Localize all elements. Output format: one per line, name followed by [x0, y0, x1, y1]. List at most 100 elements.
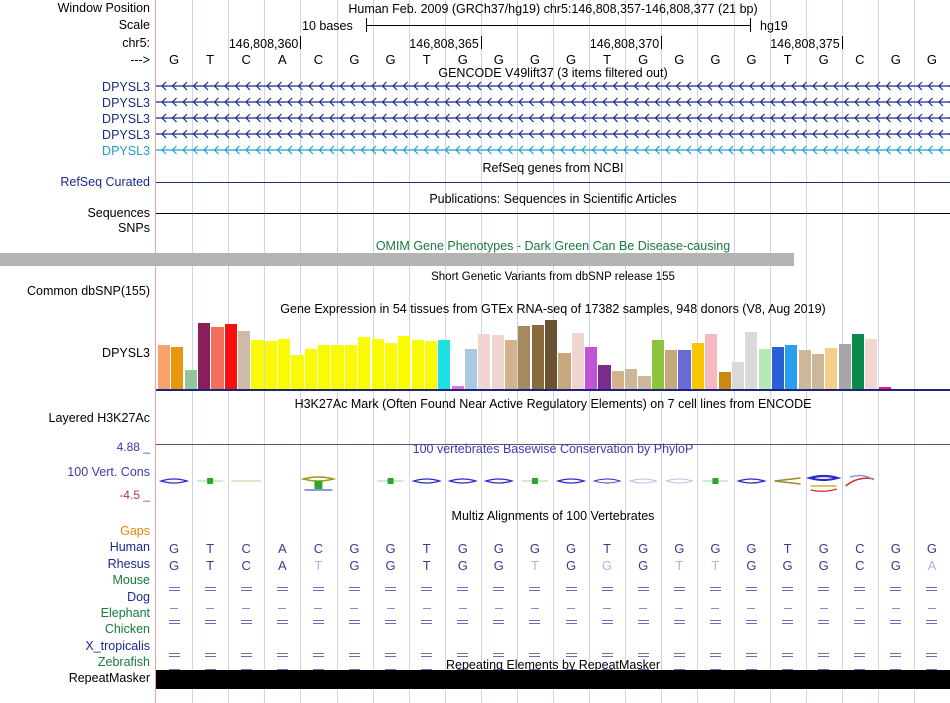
multiz-gap-double [697, 612, 733, 627]
gtex-tissue-bar[interactable] [531, 324, 544, 390]
multiz-gap-single [625, 597, 661, 612]
gtex-tissue-bar[interactable] [838, 343, 851, 390]
conservation-label[interactable]: 100 Vert. Cons [67, 465, 150, 479]
gtex-tissue-bar[interactable] [451, 386, 464, 390]
gtex-tissue-bar[interactable] [438, 339, 451, 390]
gencode-gene-arrow-line[interactable] [156, 112, 950, 124]
common-dbsnp-label[interactable]: Common dbSNP(155) [27, 284, 150, 298]
gencode-gene-label[interactable]: DPYSL3 [102, 80, 150, 94]
gtex-tissue-bar[interactable] [371, 338, 384, 390]
gridline [913, 0, 915, 703]
gtex-tissue-bar[interactable] [464, 349, 478, 390]
gtex-tissue-bar[interactable] [758, 349, 771, 390]
multiz-species-label[interactable]: Elephant [100, 606, 150, 620]
conservation-track[interactable] [156, 0, 950, 703]
gtex-tissue-bar[interactable] [264, 341, 277, 390]
gtex-expression-chart[interactable] [156, 0, 950, 703]
gtex-tissue-bar[interactable] [291, 354, 304, 390]
gtex-tissue-bar[interactable] [491, 334, 504, 390]
gtex-tissue-bar[interactable] [598, 364, 611, 390]
multiz-species-label[interactable]: Gaps [120, 524, 150, 538]
gtex-tissue-bar[interactable] [811, 354, 825, 390]
base-letter: G [168, 52, 180, 67]
gtex-tissue-bar[interactable] [171, 346, 184, 390]
multiz-species-label[interactable]: Rhesus [107, 556, 150, 571]
multiz-species-label[interactable]: Chicken [104, 622, 150, 637]
gtex-tissue-bar[interactable] [278, 338, 291, 390]
gtex-tissue-bar[interactable] [358, 336, 371, 390]
gtex-tissue-bar[interactable] [865, 338, 878, 390]
gtex-tissue-bar[interactable] [504, 339, 518, 390]
gencode-gene-arrow-line[interactable] [156, 144, 950, 156]
gtex-tissue-bar[interactable] [771, 346, 785, 390]
multiz-gap-single [770, 597, 806, 612]
gtex-tissue-bar[interactable] [558, 352, 571, 390]
gtex-tissue-bar[interactable] [304, 349, 317, 390]
gtex-tissue-bar[interactable] [424, 341, 438, 390]
gencode-gene-label[interactable]: DPYSL3 [102, 144, 150, 158]
gtex-tissue-bar[interactable] [411, 340, 424, 390]
gencode-gene-arrow-line[interactable] [156, 96, 950, 108]
gtex-tissue-bar[interactable] [678, 349, 691, 390]
gtex-tissue-bar[interactable] [398, 336, 411, 390]
gtex-tissue-bar[interactable] [211, 326, 224, 390]
h3k27ac-track-title: H3K27Ac Mark (Often Found Near Active Re… [294, 397, 812, 411]
gtex-tissue-bar[interactable] [198, 323, 211, 390]
gtex-tissue-bar[interactable] [318, 344, 331, 390]
gtex-tissue-bar[interactable] [518, 325, 531, 390]
gtex-tissue-bar[interactable] [731, 361, 744, 390]
gencode-gene-arrow-line[interactable] [156, 128, 950, 140]
gtex-tissue-bar[interactable] [691, 343, 704, 390]
gtex-tissue-bar[interactable] [825, 348, 838, 390]
multiz-species-label[interactable]: Dog [127, 589, 150, 604]
gtex-tissue-bar[interactable] [665, 350, 678, 390]
layered-h3k27ac-label[interactable]: Layered H3K27Ac [48, 411, 150, 425]
repeatmasker-label[interactable]: RepeatMasker [68, 671, 150, 685]
scale-bases-text: 10 bases [302, 19, 353, 33]
multiz-species-label[interactable]: Mouse [112, 573, 150, 588]
gtex-tissue-bar[interactable] [625, 369, 638, 390]
gencode-gene-arrow-line[interactable] [156, 80, 950, 92]
gencode-gene-label[interactable]: DPYSL3 [102, 128, 150, 142]
gtex-tissue-bar[interactable] [331, 345, 344, 390]
gtex-tissue-bar[interactable] [745, 331, 758, 390]
multiz-species-label[interactable]: Human [109, 540, 150, 555]
gtex-tissue-bar[interactable] [638, 375, 651, 390]
gencode-gene-label[interactable]: DPYSL3 [102, 112, 150, 126]
gtex-tissue-bar[interactable] [224, 323, 237, 390]
refseq-curated-label[interactable]: RefSeq Curated [60, 175, 150, 189]
gtex-tissue-bar[interactable] [344, 344, 357, 390]
gtex-tissue-bar[interactable] [251, 339, 264, 390]
sequences-label[interactable]: Sequences [87, 206, 150, 220]
gtex-tissue-bar[interactable] [718, 372, 731, 390]
gtex-tissue-bar[interactable] [851, 333, 865, 390]
gtex-tissue-bar[interactable] [158, 345, 171, 390]
gtex-tissue-bar[interactable] [571, 333, 584, 390]
multiz-gap-double [589, 612, 625, 627]
gencode-gene-label[interactable]: DPYSL3 [102, 96, 150, 110]
repeatmasker-bar[interactable] [156, 670, 950, 689]
gtex-tissue-bar[interactable] [384, 342, 397, 390]
gtex-tissue-bar[interactable] [798, 350, 811, 390]
multiz-gap-double [517, 612, 553, 627]
gtex-tissue-bar[interactable] [545, 320, 558, 390]
gtex-tissue-bar[interactable] [611, 370, 624, 390]
gtex-tissue-bar[interactable] [184, 369, 197, 390]
multiz-base-human: G [349, 541, 360, 557]
base-letter: G [385, 52, 396, 67]
snps-label[interactable]: SNPs [118, 221, 150, 235]
multiz-gap-single [481, 597, 517, 612]
gtex-tissue-bar[interactable] [705, 333, 718, 390]
multiz-base-rhesus: G [385, 557, 396, 573]
multiz-species-label[interactable]: Zebrafish [97, 655, 150, 670]
gtex-tissue-bar[interactable] [651, 339, 664, 390]
gtex-tissue-bar[interactable] [878, 387, 891, 390]
gtex-tissue-bar[interactable] [785, 345, 798, 390]
multiz-gap-double [842, 612, 878, 627]
gtex-tissue-bar[interactable] [585, 346, 598, 390]
multiz-species-label[interactable]: X_tropicalis [85, 638, 150, 653]
gtex-tissue-bar[interactable] [478, 333, 491, 390]
omim-gene-bar[interactable] [0, 253, 794, 266]
gtex-tissue-bar[interactable] [238, 331, 251, 390]
gtex-gene-label[interactable]: DPYSL3 [102, 346, 150, 360]
